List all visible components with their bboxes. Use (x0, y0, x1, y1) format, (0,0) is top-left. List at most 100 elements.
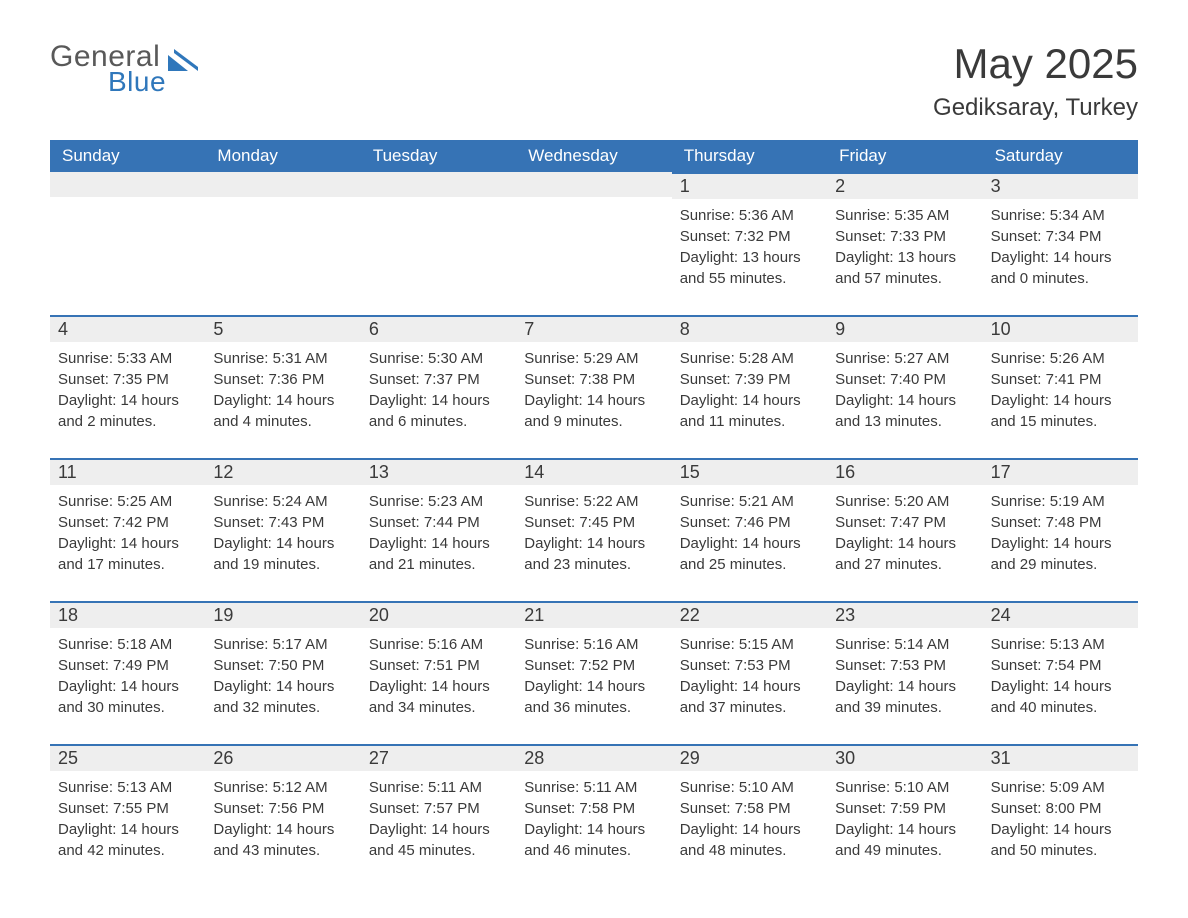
day-number: 17 (983, 458, 1138, 485)
day-cell: 23Sunrise: 5:14 AMSunset: 7:53 PMDayligh… (827, 601, 982, 718)
daylight-text: Daylight: 14 hours and 9 minutes. (524, 390, 663, 432)
day-cell: 4Sunrise: 5:33 AMSunset: 7:35 PMDaylight… (50, 315, 205, 432)
day-header-row: SundayMondayTuesdayWednesdayThursdayFrid… (50, 140, 1138, 172)
daylight-text: Daylight: 14 hours and 4 minutes. (213, 390, 352, 432)
sunset-text: Sunset: 7:41 PM (991, 369, 1130, 390)
sunset-text: Sunset: 7:39 PM (680, 369, 819, 390)
sunrise-text: Sunrise: 5:14 AM (835, 634, 974, 655)
day-info: Sunrise: 5:23 AMSunset: 7:44 PMDaylight:… (361, 485, 516, 575)
sunrise-text: Sunrise: 5:10 AM (680, 777, 819, 798)
day-info: Sunrise: 5:22 AMSunset: 7:45 PMDaylight:… (516, 485, 671, 575)
daylight-text: Daylight: 14 hours and 46 minutes. (524, 819, 663, 861)
day-number: 31 (983, 744, 1138, 771)
daylight-text: Daylight: 14 hours and 50 minutes. (991, 819, 1130, 861)
day-cell: 13Sunrise: 5:23 AMSunset: 7:44 PMDayligh… (361, 458, 516, 575)
day-number: 14 (516, 458, 671, 485)
day-cell: 29Sunrise: 5:10 AMSunset: 7:58 PMDayligh… (672, 744, 827, 861)
sunset-text: Sunset: 7:53 PM (835, 655, 974, 676)
sunset-text: Sunset: 7:58 PM (524, 798, 663, 819)
sunrise-text: Sunrise: 5:30 AM (369, 348, 508, 369)
sunrise-text: Sunrise: 5:29 AM (524, 348, 663, 369)
sunrise-text: Sunrise: 5:11 AM (524, 777, 663, 798)
day-cell: 12Sunrise: 5:24 AMSunset: 7:43 PMDayligh… (205, 458, 360, 575)
title-block: May 2025 Gediksaray, Turkey (933, 40, 1138, 122)
day-number: 18 (50, 601, 205, 628)
day-cell: 22Sunrise: 5:15 AMSunset: 7:53 PMDayligh… (672, 601, 827, 718)
sunset-text: Sunset: 7:46 PM (680, 512, 819, 533)
week-row: 11Sunrise: 5:25 AMSunset: 7:42 PMDayligh… (50, 458, 1138, 575)
day-cell: 3Sunrise: 5:34 AMSunset: 7:34 PMDaylight… (983, 172, 1138, 289)
sunrise-text: Sunrise: 5:36 AM (680, 205, 819, 226)
week-row: 4Sunrise: 5:33 AMSunset: 7:35 PMDaylight… (50, 315, 1138, 432)
day-info: Sunrise: 5:34 AMSunset: 7:34 PMDaylight:… (983, 199, 1138, 289)
day-header-monday: Monday (205, 140, 360, 172)
empty-cell (361, 172, 516, 289)
sunrise-text: Sunrise: 5:13 AM (991, 634, 1130, 655)
sunset-text: Sunset: 7:57 PM (369, 798, 508, 819)
daylight-text: Daylight: 14 hours and 48 minutes. (680, 819, 819, 861)
sunrise-text: Sunrise: 5:12 AM (213, 777, 352, 798)
empty-cell (205, 172, 360, 289)
sunset-text: Sunset: 7:55 PM (58, 798, 197, 819)
day-info: Sunrise: 5:35 AMSunset: 7:33 PMDaylight:… (827, 199, 982, 289)
day-cell: 2Sunrise: 5:35 AMSunset: 7:33 PMDaylight… (827, 172, 982, 289)
day-cell: 17Sunrise: 5:19 AMSunset: 7:48 PMDayligh… (983, 458, 1138, 575)
day-cell: 18Sunrise: 5:18 AMSunset: 7:49 PMDayligh… (50, 601, 205, 718)
day-number: 11 (50, 458, 205, 485)
day-header-wednesday: Wednesday (516, 140, 671, 172)
sunset-text: Sunset: 7:52 PM (524, 655, 663, 676)
day-info: Sunrise: 5:11 AMSunset: 7:57 PMDaylight:… (361, 771, 516, 861)
daylight-text: Daylight: 14 hours and 17 minutes. (58, 533, 197, 575)
day-header-saturday: Saturday (983, 140, 1138, 172)
daylight-text: Daylight: 14 hours and 13 minutes. (835, 390, 974, 432)
sunrise-text: Sunrise: 5:26 AM (991, 348, 1130, 369)
calendar-grid: SundayMondayTuesdayWednesdayThursdayFrid… (50, 140, 1138, 861)
day-info: Sunrise: 5:14 AMSunset: 7:53 PMDaylight:… (827, 628, 982, 718)
brand-text: General Blue (50, 40, 166, 98)
daylight-text: Daylight: 14 hours and 34 minutes. (369, 676, 508, 718)
day-info: Sunrise: 5:12 AMSunset: 7:56 PMDaylight:… (205, 771, 360, 861)
day-info: Sunrise: 5:13 AMSunset: 7:55 PMDaylight:… (50, 771, 205, 861)
sunset-text: Sunset: 7:38 PM (524, 369, 663, 390)
day-cell: 24Sunrise: 5:13 AMSunset: 7:54 PMDayligh… (983, 601, 1138, 718)
sunrise-text: Sunrise: 5:22 AM (524, 491, 663, 512)
sunrise-text: Sunrise: 5:09 AM (991, 777, 1130, 798)
sunrise-text: Sunrise: 5:27 AM (835, 348, 974, 369)
day-number: 9 (827, 315, 982, 342)
day-cell: 25Sunrise: 5:13 AMSunset: 7:55 PMDayligh… (50, 744, 205, 861)
daylight-text: Daylight: 14 hours and 39 minutes. (835, 676, 974, 718)
day-number: 15 (672, 458, 827, 485)
day-cell: 20Sunrise: 5:16 AMSunset: 7:51 PMDayligh… (361, 601, 516, 718)
sunset-text: Sunset: 7:51 PM (369, 655, 508, 676)
day-info: Sunrise: 5:18 AMSunset: 7:49 PMDaylight:… (50, 628, 205, 718)
sunset-text: Sunset: 7:36 PM (213, 369, 352, 390)
daylight-text: Daylight: 14 hours and 19 minutes. (213, 533, 352, 575)
empty-cell (50, 172, 205, 289)
day-cell: 26Sunrise: 5:12 AMSunset: 7:56 PMDayligh… (205, 744, 360, 861)
day-number: 4 (50, 315, 205, 342)
sunset-text: Sunset: 7:45 PM (524, 512, 663, 533)
day-info: Sunrise: 5:27 AMSunset: 7:40 PMDaylight:… (827, 342, 982, 432)
brand-flag-icon (168, 49, 198, 76)
empty-cell (516, 172, 671, 289)
daylight-text: Daylight: 14 hours and 6 minutes. (369, 390, 508, 432)
day-number: 10 (983, 315, 1138, 342)
week-row: 18Sunrise: 5:18 AMSunset: 7:49 PMDayligh… (50, 601, 1138, 718)
sunset-text: Sunset: 7:53 PM (680, 655, 819, 676)
sunset-text: Sunset: 7:58 PM (680, 798, 819, 819)
day-cell: 30Sunrise: 5:10 AMSunset: 7:59 PMDayligh… (827, 744, 982, 861)
day-number (50, 172, 205, 197)
sunrise-text: Sunrise: 5:34 AM (991, 205, 1130, 226)
day-info: Sunrise: 5:30 AMSunset: 7:37 PMDaylight:… (361, 342, 516, 432)
sunrise-text: Sunrise: 5:10 AM (835, 777, 974, 798)
sunrise-text: Sunrise: 5:11 AM (369, 777, 508, 798)
sunset-text: Sunset: 7:33 PM (835, 226, 974, 247)
day-info: Sunrise: 5:19 AMSunset: 7:48 PMDaylight:… (983, 485, 1138, 575)
day-header-tuesday: Tuesday (361, 140, 516, 172)
daylight-text: Daylight: 14 hours and 29 minutes. (991, 533, 1130, 575)
daylight-text: Daylight: 14 hours and 30 minutes. (58, 676, 197, 718)
calendar-month-title: May 2025 (933, 40, 1138, 88)
day-number: 28 (516, 744, 671, 771)
day-number: 25 (50, 744, 205, 771)
day-info: Sunrise: 5:26 AMSunset: 7:41 PMDaylight:… (983, 342, 1138, 432)
